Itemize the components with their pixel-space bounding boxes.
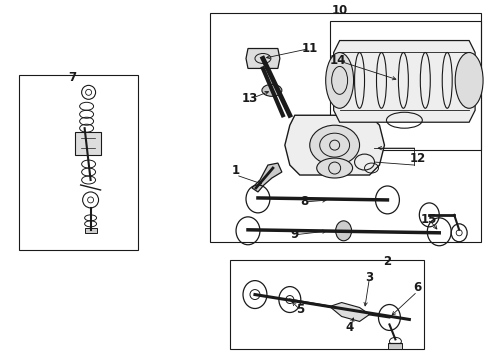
- Text: 12: 12: [409, 152, 425, 165]
- Ellipse shape: [326, 53, 354, 108]
- Text: 3: 3: [366, 271, 373, 284]
- Polygon shape: [389, 343, 402, 349]
- Polygon shape: [285, 115, 385, 175]
- Bar: [330, 21, 481, 150]
- Text: 5: 5: [295, 303, 304, 316]
- Text: 6: 6: [413, 281, 421, 294]
- Bar: [19, 75, 138, 250]
- Text: 14: 14: [329, 54, 346, 67]
- Polygon shape: [74, 132, 100, 155]
- Polygon shape: [252, 163, 282, 192]
- Text: 4: 4: [345, 321, 354, 334]
- Text: 15: 15: [421, 213, 438, 226]
- Text: 10: 10: [332, 4, 348, 17]
- Ellipse shape: [310, 125, 360, 165]
- Text: 11: 11: [302, 42, 318, 55]
- Ellipse shape: [317, 158, 353, 178]
- Polygon shape: [85, 228, 97, 233]
- Text: 9: 9: [291, 228, 299, 241]
- Polygon shape: [334, 41, 475, 122]
- Bar: [210, 13, 481, 242]
- Text: 1: 1: [232, 163, 240, 176]
- Ellipse shape: [336, 221, 352, 241]
- Bar: [230, 260, 424, 349]
- Text: 13: 13: [242, 92, 258, 105]
- Ellipse shape: [262, 84, 282, 96]
- Text: 8: 8: [301, 195, 309, 208]
- Ellipse shape: [455, 53, 483, 108]
- Polygon shape: [246, 49, 280, 68]
- Text: 2: 2: [383, 255, 392, 268]
- Polygon shape: [330, 302, 369, 321]
- Text: 7: 7: [69, 71, 77, 84]
